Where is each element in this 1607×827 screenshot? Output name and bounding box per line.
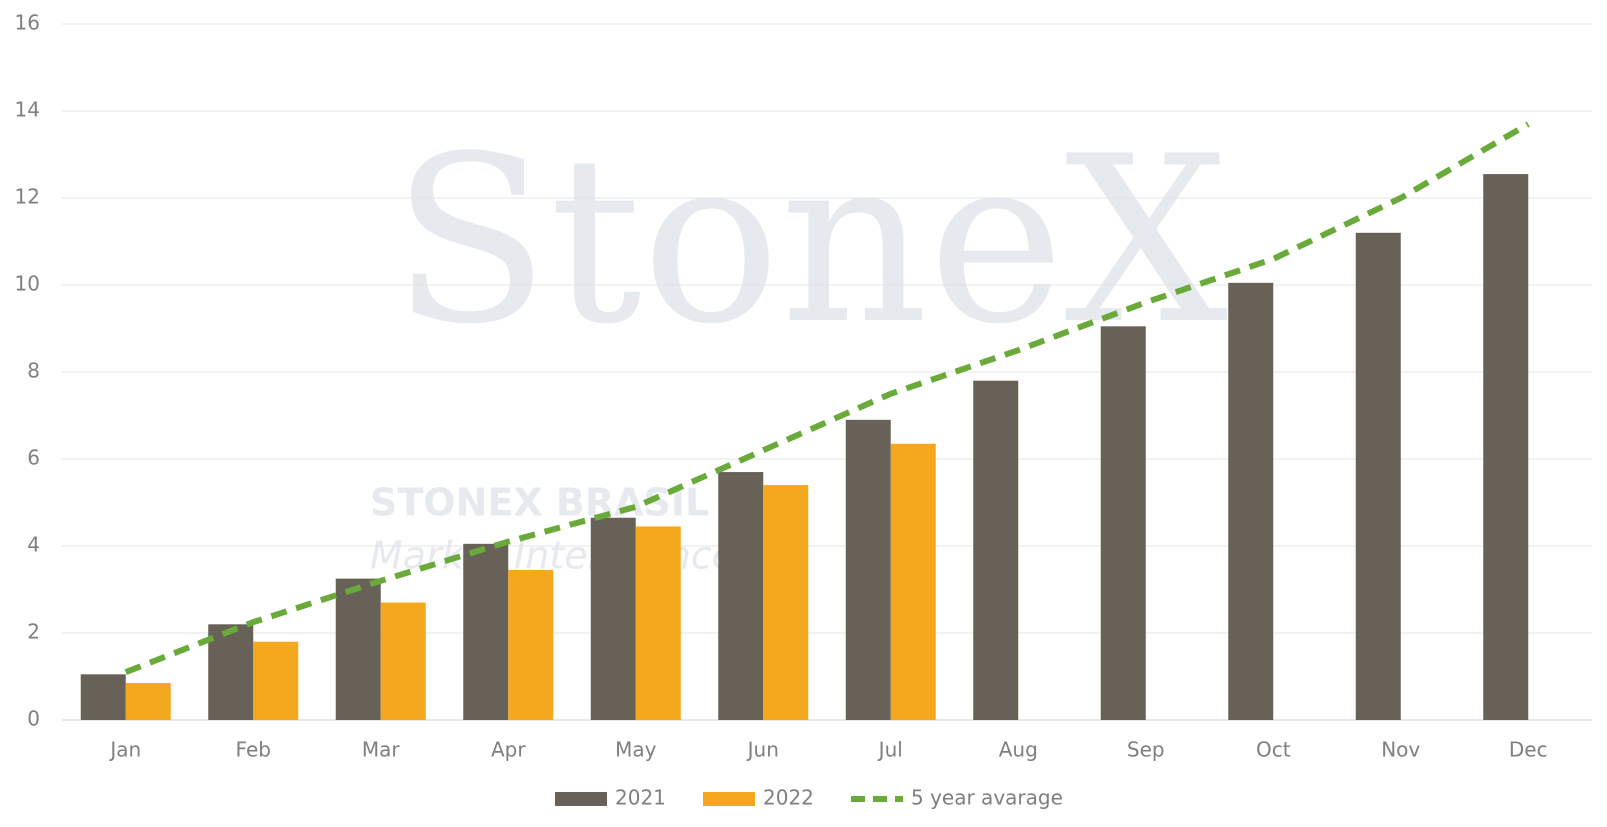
- x-tick-label: Oct: [1256, 738, 1291, 762]
- x-tick-label: Jul: [877, 738, 903, 762]
- y-tick-label: 10: [15, 272, 40, 296]
- y-tick-label: 14: [15, 98, 40, 122]
- bar: [763, 485, 809, 720]
- bar: [253, 641, 299, 720]
- x-tick-label: Feb: [236, 738, 271, 762]
- line: [124, 121, 1530, 675]
- bar: [718, 472, 764, 720]
- y-tick-label: 12: [15, 185, 40, 209]
- x-tick-label: Aug: [999, 738, 1038, 762]
- x-tick-label: Sep: [1127, 738, 1165, 762]
- bar: [1483, 174, 1529, 720]
- x-tick-label: Jan: [108, 738, 141, 762]
- bar: [208, 624, 254, 720]
- bar: [463, 543, 509, 720]
- watermark: StoneX: [392, 108, 1228, 375]
- legend-label: 2022: [763, 786, 814, 810]
- x-tick-label: Apr: [491, 738, 526, 762]
- y-tick-label: 0: [27, 707, 40, 731]
- x-tick-label: Dec: [1509, 738, 1548, 762]
- bar: [1228, 282, 1274, 720]
- bar: [1355, 232, 1401, 721]
- bar: [890, 443, 936, 720]
- bar: [973, 380, 1019, 720]
- bar: [335, 578, 381, 720]
- y-tick-label: 8: [27, 359, 40, 383]
- y-tick-label: 16: [15, 11, 40, 35]
- bar: [508, 569, 554, 720]
- bar: [80, 674, 126, 720]
- bar: [1100, 326, 1146, 720]
- y-tick-label: 4: [27, 533, 40, 557]
- x-tick-label: Mar: [362, 738, 401, 762]
- bar: [380, 602, 426, 720]
- legend-label: 2021: [615, 786, 666, 810]
- bar: [590, 517, 636, 720]
- legend-swatch: [703, 792, 755, 806]
- legend-swatch: [555, 792, 607, 806]
- y-tick-label: 2: [27, 620, 40, 644]
- bar: [125, 683, 171, 720]
- bar: [635, 526, 681, 720]
- legend-label: 5 year avarage: [911, 786, 1063, 810]
- x-tick-label: May: [615, 738, 657, 762]
- y-tick-label: 6: [27, 446, 40, 470]
- watermark: STONEX BRASIL: [370, 481, 709, 525]
- x-tick-label: Nov: [1381, 738, 1420, 762]
- x-tick-label: Jun: [746, 738, 779, 762]
- bar: [845, 419, 891, 720]
